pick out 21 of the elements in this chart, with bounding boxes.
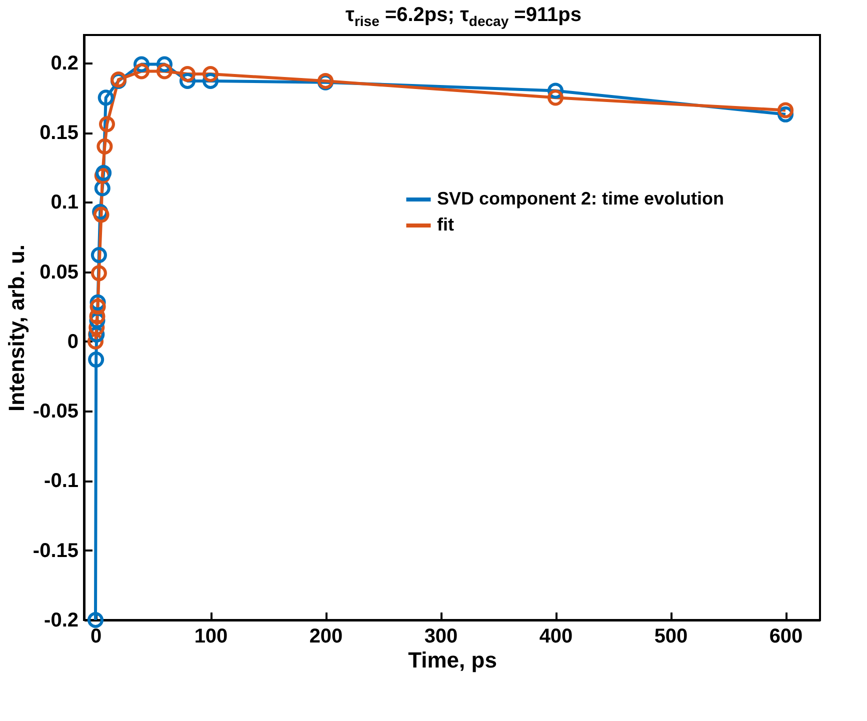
y-tick-label: 0.15 xyxy=(40,122,78,144)
chart-title: τ$_{rise}$ =6.2ps; τ$_{decay}$ =911ps xyxy=(344,3,582,30)
y-tick-label: -0.05 xyxy=(32,400,78,423)
x-tick-label: 600 xyxy=(769,626,803,648)
y-axis-title: Intensity, arb. u. xyxy=(4,244,29,412)
y-tick-label: -0.2 xyxy=(44,610,78,632)
x-axis-title: Time, ps xyxy=(408,648,497,672)
y-tick-label: 0.1 xyxy=(50,192,78,214)
legend-label: SVD component 2: time evolution xyxy=(437,188,724,208)
y-tick-label: 0.05 xyxy=(40,261,78,284)
x-tick-label: 300 xyxy=(424,626,458,648)
y-tick-label: 0 xyxy=(67,330,78,353)
y-tick-label: 0.2 xyxy=(50,52,78,74)
legend-label: fit xyxy=(437,214,454,234)
x-tick-label: 200 xyxy=(309,626,343,648)
x-tick-label: 0 xyxy=(90,626,102,648)
y-tick-label: -0.1 xyxy=(44,470,78,492)
x-tick-label: 100 xyxy=(194,626,228,648)
y-tick-label: -0.15 xyxy=(32,540,78,562)
x-tick-label: 500 xyxy=(654,626,688,648)
x-tick-label: 400 xyxy=(539,626,573,648)
